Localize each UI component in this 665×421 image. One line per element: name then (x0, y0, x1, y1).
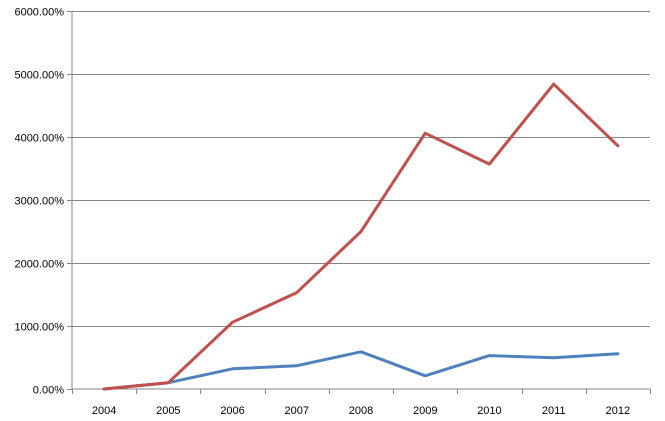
y-tick-label: 2000.00% (14, 259, 64, 271)
series-lines (102, 82, 620, 391)
x-tick-label: 2011 (542, 405, 566, 417)
y-tick-label: 1000.00% (14, 322, 64, 334)
y-tick-label: 0.00% (33, 385, 64, 397)
x-tick-labels: 2004 2005 2006 2007 2008 2009 2010 2011 2012 (92, 405, 630, 417)
x-tick-label: 2012 (606, 405, 630, 417)
axes (67, 11, 651, 394)
series-line-1 (102, 350, 620, 391)
series-line-2 (102, 82, 620, 391)
x-tick-label: 2008 (349, 405, 373, 417)
y-tick-label: 3000.00% (14, 196, 64, 208)
y-tick-label: 5000.00% (14, 70, 64, 82)
x-tick-label: 2006 (220, 405, 244, 417)
x-tick-label: 2007 (285, 405, 309, 417)
x-tick-label: 2009 (413, 405, 437, 417)
y-tick-label: 4000.00% (14, 133, 64, 145)
gridlines (72, 11, 650, 327)
x-tick-label: 2004 (92, 405, 116, 417)
y-tick-label: 6000.00% (14, 7, 64, 19)
y-tick-labels: 0.00% 1000.00% 2000.00% 3000.00% 4000.00% 500… (14, 7, 64, 397)
x-tick-label: 2005 (156, 405, 180, 417)
x-tick-label: 2010 (477, 405, 501, 417)
